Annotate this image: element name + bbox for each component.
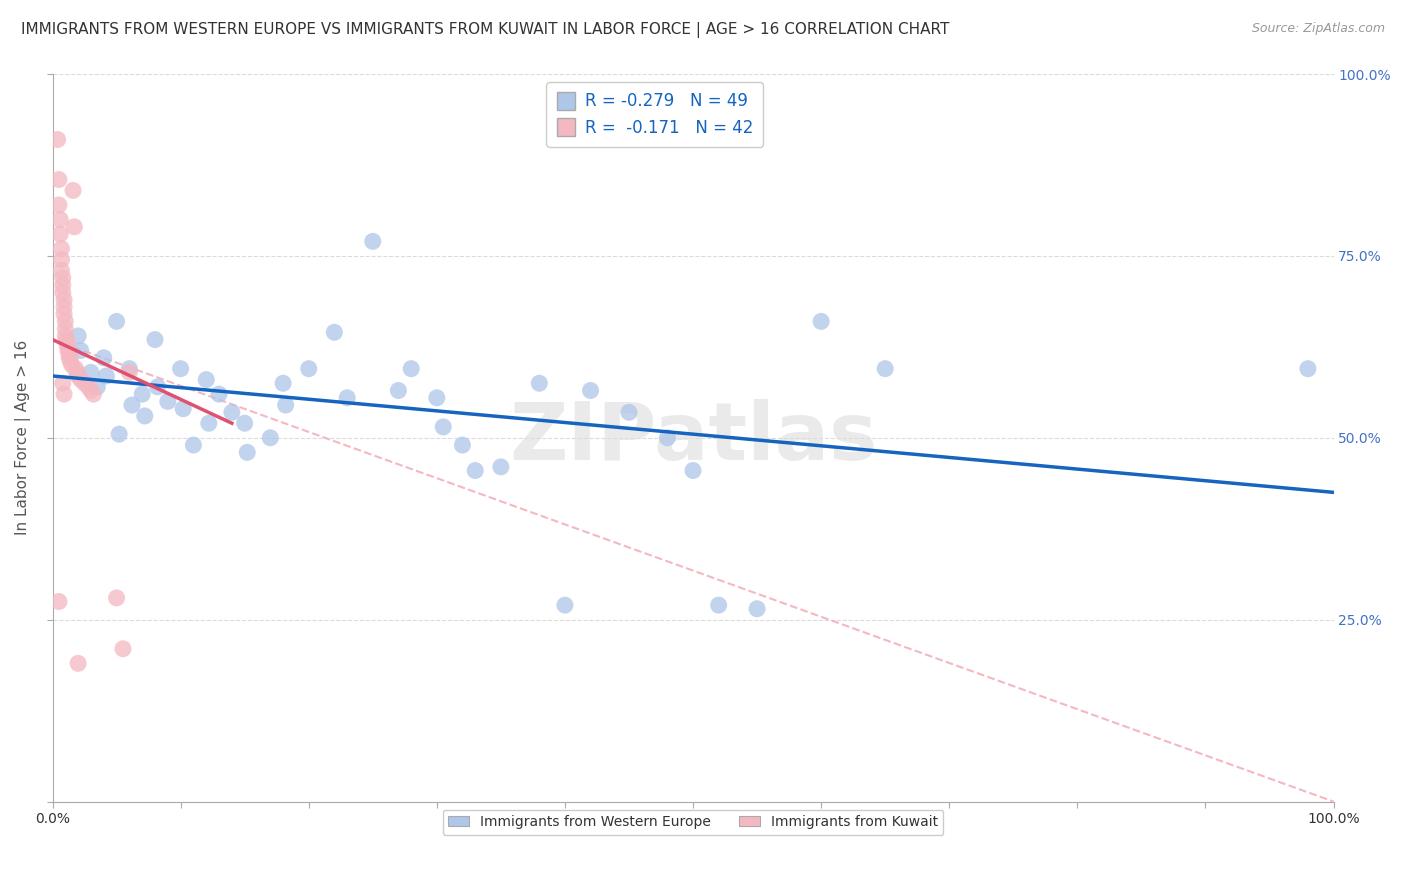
Point [51,252,73,267]
Point [323,326,346,340]
Point [198,416,221,430]
Point [118,365,141,379]
Point [49,227,72,241]
Point [46,132,69,146]
Point [143,333,166,347]
Point [52,285,75,300]
Point [274,398,297,412]
Point [221,405,243,419]
Point [53,314,76,328]
Point [875,361,897,376]
Point [682,464,704,478]
Point [59,354,82,368]
Point [131,387,153,401]
Point [58,347,80,361]
Point [53,307,76,321]
Point [172,401,194,416]
Point [118,361,141,376]
Point [169,361,191,376]
Point [51,263,73,277]
Point [83,387,105,401]
Point [67,657,90,671]
Point [156,394,179,409]
Point [121,398,143,412]
Text: Source: ZipAtlas.com: Source: ZipAtlas.com [1251,22,1385,36]
Point [53,387,76,401]
Point [53,300,76,314]
Point [69,373,91,387]
Point [49,212,72,227]
Point [77,380,100,394]
Point [426,391,449,405]
Point [183,438,205,452]
Point [48,198,70,212]
Point [69,343,91,358]
Point [554,598,576,612]
Point [489,459,512,474]
Point [579,384,602,398]
Point [134,409,156,423]
Point [361,235,384,249]
Point [146,380,169,394]
Point [55,336,77,351]
Point [233,416,256,430]
Point [236,445,259,459]
Point [451,438,474,452]
Point [62,183,84,197]
Point [208,387,231,401]
Point [53,293,76,307]
Point [336,391,359,405]
Point [617,405,640,419]
Point [387,384,409,398]
Point [259,431,281,445]
Point [58,351,80,365]
Point [52,278,75,293]
Point [80,384,103,398]
Point [48,172,70,186]
Legend: Immigrants from Western Europe, Immigrants from Kuwait: Immigrants from Western Europe, Immigran… [443,810,943,835]
Point [745,601,768,615]
Point [399,361,422,376]
Point [63,219,86,234]
Point [105,591,128,605]
Text: IMMIGRANTS FROM WESTERN EUROPE VS IMMIGRANTS FROM KUWAIT IN LABOR FORCE | AGE > : IMMIGRANTS FROM WESTERN EUROPE VS IMMIGR… [21,22,949,38]
Point [55,333,77,347]
Point [53,321,76,335]
Point [1296,361,1319,376]
Point [464,464,486,478]
Point [108,427,131,442]
Y-axis label: In Labor Force | Age > 16: In Labor Force | Age > 16 [15,340,31,535]
Point [432,420,454,434]
Point [271,376,294,391]
Point [707,598,730,612]
Point [195,373,218,387]
Point [810,314,832,328]
Text: ZIPatlas: ZIPatlas [509,399,877,477]
Point [48,594,70,608]
Point [73,376,96,391]
Point [66,365,89,379]
Point [657,431,679,445]
Point [96,368,118,383]
Point [56,343,79,358]
Point [52,270,75,285]
Point [67,368,90,383]
Point [67,329,90,343]
Point [93,351,115,365]
Point [86,380,108,394]
Point [111,641,134,656]
Point [80,365,103,379]
Point [105,314,128,328]
Point [298,361,321,376]
Point [529,376,551,391]
Point [60,358,83,372]
Point [53,329,76,343]
Point [52,376,75,391]
Point [65,361,87,376]
Point [51,242,73,256]
Point [56,340,79,354]
